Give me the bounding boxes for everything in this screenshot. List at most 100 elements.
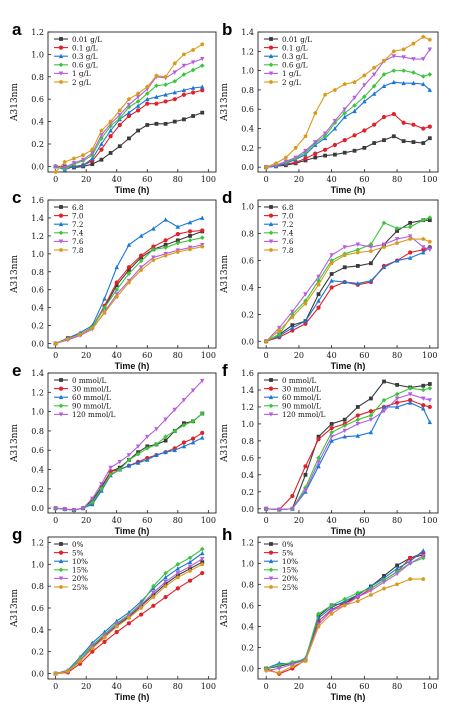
y-tick-label: 0.2 [31,485,44,494]
legend: 6.87.07.27.47.67.8 [264,203,294,255]
x-tick-label: 0 [264,516,269,525]
data-point [175,224,181,229]
data-point [99,133,104,138]
legend-label: 7.4 [72,229,84,238]
y-tick-label: 0.6 [241,454,254,463]
data-point [139,612,144,617]
legend-label: 90 mmol/L [282,402,321,411]
data-point [172,90,177,95]
series-line [55,437,203,511]
data-point [394,391,400,397]
data-point [90,147,95,152]
data-point [371,72,377,77]
data-point [290,506,295,512]
data-point [411,70,416,75]
data-point [126,102,132,108]
data-point [175,240,181,246]
data-point [163,579,168,585]
legend-marker [268,53,274,59]
legend-marker [269,378,273,382]
legend-marker [269,205,273,209]
panel-letter: f [222,361,228,380]
y-axis-title: A313nm [10,255,20,294]
data-point [139,605,144,610]
data-point [200,550,205,556]
legend-label: 6.8 [282,203,294,212]
data-point [355,598,360,603]
data-point [175,562,181,567]
legend-marker [268,79,274,84]
plot-frame [257,31,439,173]
data-point [114,287,120,292]
panel-letter: d [222,188,232,207]
y-axis-title: A313nm [220,589,230,628]
legend-label: 0.01 g/L [282,35,312,44]
data-point [342,150,347,155]
data-point [342,245,347,250]
data-point [151,603,156,608]
data-point [352,80,357,84]
data-point [175,566,181,571]
data-point [145,96,150,102]
data-point [342,114,347,119]
legend-label: 0.3 g/L [282,52,308,61]
data-point [407,234,413,239]
legend-label: 120 mmol/L [282,410,326,419]
legend-marker [268,230,274,236]
data-point [290,323,295,328]
data-point [154,442,159,447]
data-point [151,594,156,599]
data-point [190,418,196,424]
panel-c: c 0.0 0.2 0.4 0.6 0.8 1.0 1.2 1.4 1.6 0 20 40 60 80 100… [10,188,217,371]
data-point [381,58,387,63]
legend-marker [58,45,64,50]
data-point [342,428,347,434]
data-point [421,403,426,408]
data-point [342,596,348,602]
data-point [372,141,377,145]
data-point [316,434,321,439]
legend: 0.01 g/L0.1 g/L0.3 g/L0.6 g/L1 g/L2 g/L [54,35,102,87]
legend-marker [58,386,64,391]
data-point [355,250,360,255]
data-point [81,153,86,157]
plot-frame [47,31,217,173]
data-point [154,452,159,457]
data-point [401,120,406,125]
data-point [369,261,373,266]
legend-label: 10% [282,557,298,566]
data-point [329,603,334,608]
data-point [401,55,406,60]
data-point [190,90,196,95]
data-point [200,570,205,576]
x-tick-label: 60 [359,175,369,184]
x-tick-label: 20 [81,175,91,184]
data-point [264,339,269,344]
data-point [394,225,400,231]
data-point [372,65,377,70]
series-line [265,216,431,342]
data-point [90,496,95,501]
data-point [303,156,308,161]
y-tick-label: 0.2 [31,322,44,331]
data-point [144,446,150,451]
legend-marker [268,394,274,400]
data-point [303,148,308,154]
data-point [368,588,374,594]
data-point [138,233,144,238]
data-point [163,121,168,126]
y-tick-label: 0.8 [31,427,44,436]
legend-label: 0.6 g/L [282,61,308,70]
data-point [332,87,337,92]
data-point [190,440,196,445]
data-point [427,124,432,129]
data-point [427,419,433,425]
data-point [200,84,205,89]
data-point [316,278,321,284]
data-point [114,294,119,299]
data-point [408,250,413,255]
data-point [151,244,156,249]
data-point [163,570,168,576]
legend-marker [58,221,64,227]
legend-label: 0.6 g/L [72,61,98,70]
